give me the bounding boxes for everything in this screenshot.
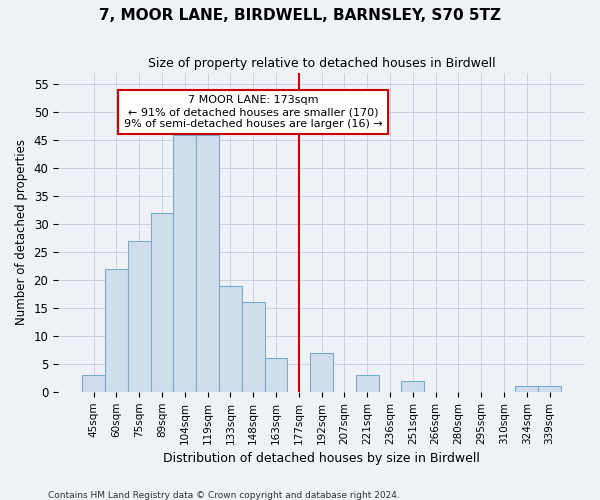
Bar <box>196 134 219 392</box>
Title: Size of property relative to detached houses in Birdwell: Size of property relative to detached ho… <box>148 58 496 70</box>
Bar <box>515 386 538 392</box>
Text: Contains HM Land Registry data © Crown copyright and database right 2024.: Contains HM Land Registry data © Crown c… <box>48 490 400 500</box>
Bar <box>173 134 196 392</box>
Y-axis label: Number of detached properties: Number of detached properties <box>15 140 28 326</box>
Bar <box>538 386 561 392</box>
Bar <box>105 269 128 392</box>
Bar <box>310 352 333 392</box>
Bar <box>356 375 379 392</box>
Text: 7 MOOR LANE: 173sqm
← 91% of detached houses are smaller (170)
9% of semi-detach: 7 MOOR LANE: 173sqm ← 91% of detached ho… <box>124 96 383 128</box>
Bar <box>151 213 173 392</box>
Bar <box>82 375 105 392</box>
Bar <box>265 358 287 392</box>
Bar <box>219 286 242 392</box>
X-axis label: Distribution of detached houses by size in Birdwell: Distribution of detached houses by size … <box>163 452 480 465</box>
Text: 7, MOOR LANE, BIRDWELL, BARNSLEY, S70 5TZ: 7, MOOR LANE, BIRDWELL, BARNSLEY, S70 5T… <box>99 8 501 22</box>
Bar <box>401 380 424 392</box>
Bar <box>128 241 151 392</box>
Bar <box>242 302 265 392</box>
